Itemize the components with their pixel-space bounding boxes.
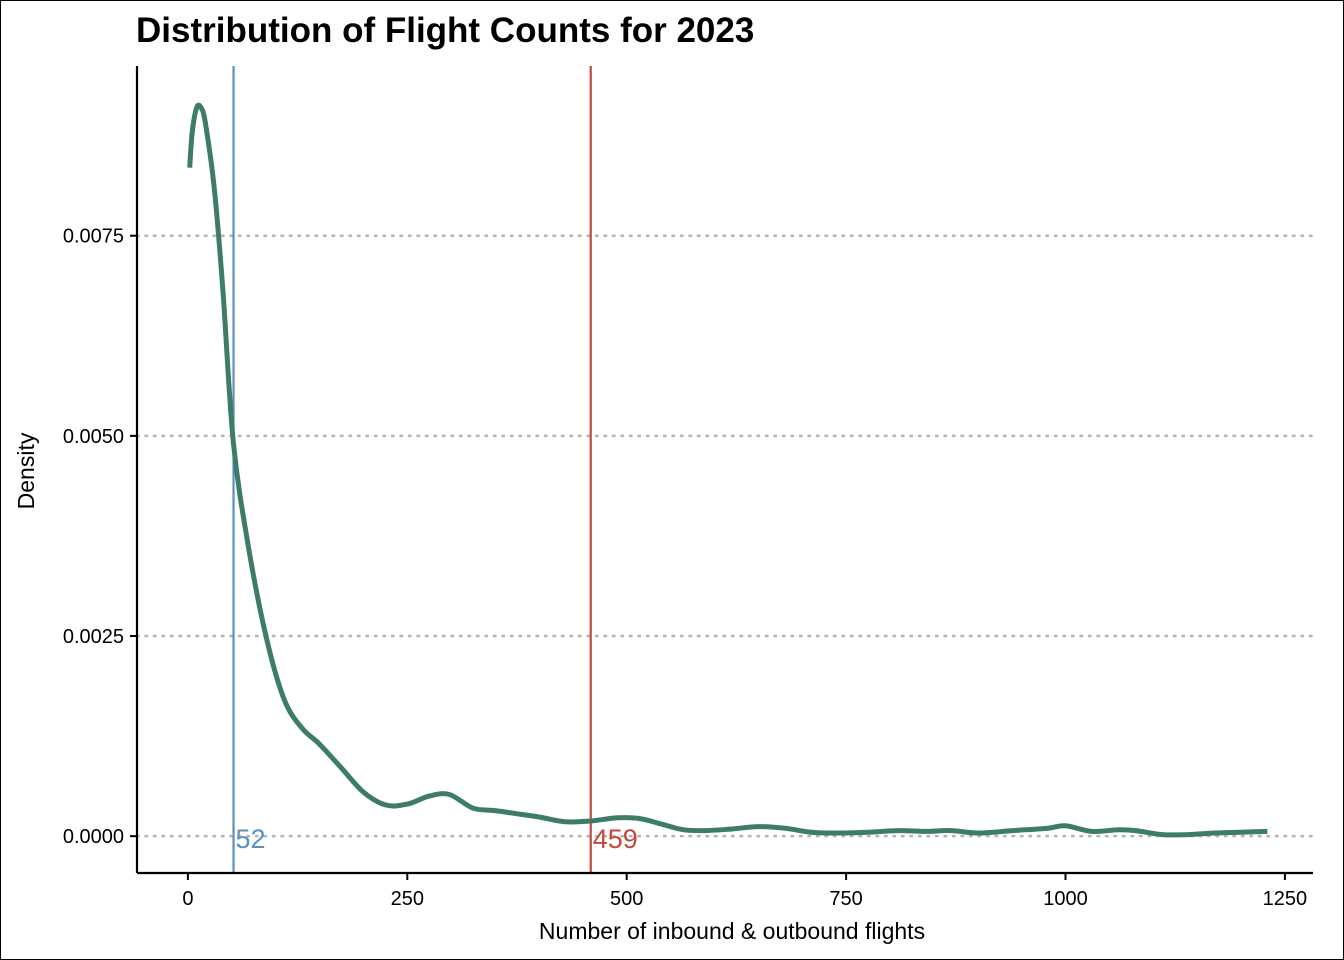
grid-lines [135, 234, 1315, 838]
y-tick-label: 0.0075 [63, 226, 124, 248]
chart-title: Distribution of Flight Counts for 2023 [136, 11, 754, 50]
x-tick-label: 750 [829, 888, 862, 910]
x-tick-label: 0 [182, 888, 193, 910]
x-axis-label: Number of inbound & outbound flights [539, 918, 925, 944]
y-tick-label: 0.0000 [63, 826, 124, 848]
y-tick-label: 0.0050 [63, 426, 124, 448]
x-tick-label: 250 [391, 888, 424, 910]
density-line [187, 102, 1268, 838]
reference-line-label: 459 [593, 824, 638, 854]
reference-lines: 52 459 [232, 66, 638, 873]
x-axis-ticks: 0 250 500 750 1000 1250 [182, 873, 1307, 910]
x-tick-label: 1250 [1263, 888, 1308, 910]
reference-line-label: 52 [236, 824, 266, 854]
y-tick-label: 0.0025 [63, 626, 124, 648]
x-tick-label: 500 [610, 888, 643, 910]
y-axis-ticks: 0.0000 0.0025 0.0050 0.0075 [63, 226, 137, 848]
axes [135, 66, 1313, 875]
series-group [187, 102, 1268, 838]
y-axis-label: Density [13, 432, 39, 509]
x-tick-label: 1000 [1043, 888, 1088, 910]
